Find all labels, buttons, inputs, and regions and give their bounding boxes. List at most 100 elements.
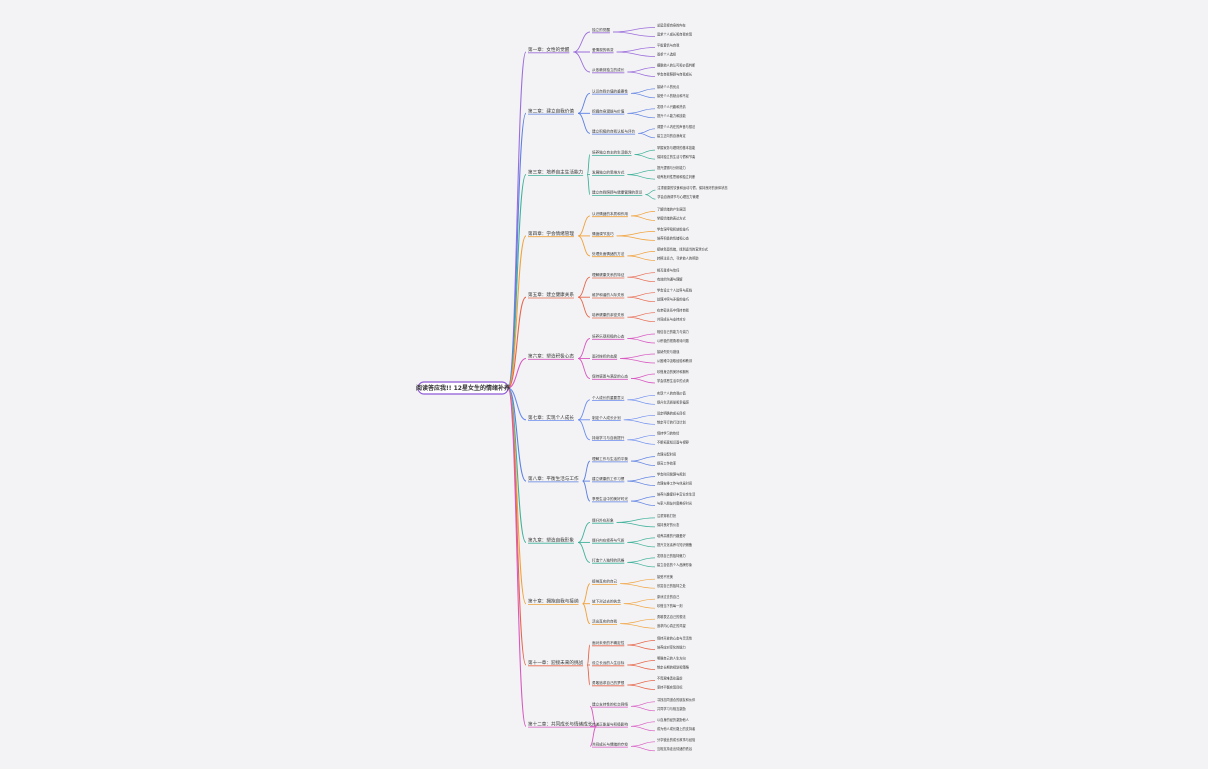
- chapter-5-sub-1-leaf-2[interactable]: 有效的沟通与理解: [657, 277, 683, 282]
- chapter-10-sub-3[interactable]: 活出真实的自我: [592, 619, 618, 625]
- chapter-10-sub-3-leaf-2[interactable]: 追求内心真正的渴望: [657, 623, 686, 628]
- chapter-9-sub-2[interactable]: 提升内在修养与气质: [592, 537, 625, 544]
- chapter-10-sub-2-leaf-2[interactable]: 珍惜当下的每一刻: [657, 603, 683, 608]
- chapter-10[interactable]: 第十章：拥抱自我与接纳: [528, 598, 579, 605]
- chapter-4-sub-1[interactable]: 认识情绪的本质和作用: [592, 211, 628, 218]
- chapter-9-sub-3-leaf-2[interactable]: 建立自信的个人品牌形象: [657, 562, 693, 567]
- chapter-12-sub-1[interactable]: 建立支持性的社交网络: [592, 701, 628, 708]
- chapter-11-sub-3-leaf-1[interactable]: 不畏艰难勇往直前: [657, 676, 683, 681]
- chapter-7-sub-3-leaf-2[interactable]: 不断拓宽知识面与视野: [657, 439, 690, 444]
- chapter-4-sub-2[interactable]: 情绪调节技巧: [592, 231, 614, 238]
- chapter-11-sub-3-leaf-2[interactable]: 坚持不懈实现目标: [657, 685, 683, 690]
- chapter-8-sub-3-leaf-1[interactable]: 培养兴趣爱好丰富业余生活: [657, 492, 696, 497]
- chapter-3-sub-1-leaf-2[interactable]: 保持独立的生活习惯和节奏: [657, 154, 696, 159]
- chapter-3-sub-3-leaf-2[interactable]: 学会自我调节与心理压力管理: [657, 194, 699, 199]
- chapter-1-sub-3-leaf-2[interactable]: 学会自我照顾与自我成长: [657, 72, 693, 77]
- chapter-12-sub-1-leaf-2[interactable]: 共同学习与相互激励: [657, 706, 686, 711]
- chapter-3-sub-2[interactable]: 发展独立的思维方式: [592, 170, 625, 176]
- chapter-3-sub-1[interactable]: 培养独立自主的生活能力: [592, 150, 632, 156]
- chapter-5-sub-3-leaf-2[interactable]: 共同成长与支持对方: [657, 317, 686, 322]
- chapter-2-sub-3-leaf-2[interactable]: 建立正向的自我肯定: [657, 133, 686, 138]
- chapter-8-sub-2[interactable]: 建立健康的工作习惯: [592, 476, 625, 483]
- chapter-3-sub-2-leaf-2[interactable]: 培养批判性思维和独立判断: [657, 174, 696, 179]
- chapter-1-sub-1-leaf-1[interactable]: 总是忽视自身的内在: [657, 23, 686, 28]
- chapter-4-sub-3[interactable]: 处理负面情绪的方法: [592, 251, 625, 258]
- chapter-12-sub-2-leaf-1[interactable]: 以自身的经历激励他人: [657, 717, 690, 722]
- chapter-1[interactable]: 第一章：女性的觉醒: [528, 46, 570, 54]
- chapter-4[interactable]: 第四章：学会情绪管理: [528, 230, 574, 238]
- chapter-11-sub-1-leaf-1[interactable]: 保持开放的心态与灵活性: [657, 636, 693, 641]
- chapter-1-sub-2-leaf-2[interactable]: 尊重个人选择: [657, 52, 677, 57]
- chapter-4-sub-1-leaf-1[interactable]: 了解情绪的产生原因: [657, 206, 686, 211]
- chapter-3-sub-1-leaf-1[interactable]: 掌握家务与理财的基本技能: [657, 145, 696, 150]
- chapter-9-sub-3-leaf-1[interactable]: 发现自己的独特魅力: [657, 553, 686, 558]
- chapter-4-sub-3-leaf-2[interactable]: 转移注意力，寻求他人的帮助: [657, 255, 698, 260]
- chapter-12-sub-3[interactable]: 共同成长与情绪的疗愈: [592, 741, 628, 748]
- chapter-6[interactable]: 第六章：塑造积极心态: [528, 353, 574, 360]
- chapter-6-sub-1[interactable]: 培养乐观积极的心态: [592, 334, 625, 340]
- chapter-8-sub-1-leaf-2[interactable]: 提高工作效率: [657, 461, 677, 466]
- chapter-2-sub-3[interactable]: 建立积极的自我认知与评价: [592, 128, 636, 135]
- chapter-2-sub-2-leaf-1[interactable]: 发现个人兴趣和热情: [657, 104, 686, 109]
- chapter-5-sub-2-leaf-2[interactable]: 处理冲突与矛盾的技巧: [657, 297, 690, 302]
- chapter-2-sub-1[interactable]: 认识自我价值的重要性: [592, 88, 628, 95]
- chapter-11[interactable]: 第十一章：迎接未来的挑战: [528, 659, 584, 667]
- chapter-8-sub-3-leaf-2[interactable]: 与家人朋友共度美好时光: [657, 501, 693, 506]
- chapter-6-sub-3-leaf-2[interactable]: 学会感恩生活中的点滴: [657, 378, 689, 383]
- chapter-8-sub-3[interactable]: 享受生活中的美好时光: [592, 496, 628, 503]
- chapter-1-sub-3[interactable]: 从依赖到独立的成长: [592, 67, 625, 74]
- chapter-12-sub-2[interactable]: 传递正能量与积极影响: [592, 721, 628, 728]
- chapter-12-sub-1-leaf-1[interactable]: 寻找志同道合的朋友和伙伴: [657, 697, 696, 702]
- chapter-6-sub-3[interactable]: 保持感恩与满足的心态: [592, 374, 628, 380]
- chapter-4-sub-3-leaf-1[interactable]: 接纳负面情绪，找到适当的宣泄方式: [657, 246, 709, 251]
- chapter-6-sub-2-leaf-2[interactable]: 从困难中汲取经验和教训: [657, 358, 692, 363]
- chapter-7-sub-2[interactable]: 制定个人成长计划: [592, 415, 621, 422]
- chapter-11-sub-3[interactable]: 勇敢追求自己的梦想: [592, 680, 625, 687]
- chapter-9-sub-3[interactable]: 打造个人独特的风格: [592, 557, 625, 564]
- chapter-2-sub-1-leaf-1[interactable]: 接纳个人的优点: [657, 84, 680, 89]
- chapter-10-sub-1-leaf-1[interactable]: 接受不完美: [657, 574, 674, 579]
- chapter-11-sub-1-leaf-2[interactable]: 培养应对变化的能力: [657, 645, 686, 650]
- chapter-5-sub-1-leaf-1[interactable]: 相互尊重与信任: [657, 268, 680, 273]
- chapter-4-sub-1-leaf-2[interactable]: 掌握情绪的表达方式: [657, 215, 686, 220]
- chapter-2-sub-2-leaf-2[interactable]: 提升个人能力和技能: [657, 113, 686, 118]
- chapter-8-sub-2-leaf-2[interactable]: 合理安排工作与休息时间: [657, 481, 692, 486]
- chapter-6-sub-3-leaf-1[interactable]: 珍惜身边的美好和拥有: [657, 369, 689, 374]
- chapter-3-sub-2-leaf-1[interactable]: 提升逻辑与分析能力: [657, 165, 686, 170]
- chapter-7-sub-3-leaf-1[interactable]: 保持学习的热情: [657, 430, 680, 435]
- chapter-10-sub-2[interactable]: 放下对过去的执念: [592, 599, 621, 605]
- chapter-9-sub-1-leaf-2[interactable]: 保持良好的仪态: [657, 522, 680, 527]
- chapter-4-sub-2-leaf-2[interactable]: 培养积极的情绪和心态: [657, 235, 690, 240]
- chapter-9-sub-1-leaf-1[interactable]: 注重穿着打扮: [657, 513, 677, 518]
- chapter-7-sub-2-leaf-2[interactable]: 制定可行的行动计划: [657, 419, 686, 424]
- chapter-1-sub-1[interactable]: 独立的觉醒: [592, 27, 610, 34]
- chapter-8-sub-1[interactable]: 理解工作与生活的平衡: [592, 456, 628, 463]
- chapter-6-sub-2[interactable]: 面对挫折的态度: [592, 354, 618, 360]
- chapter-6-sub-1-leaf-2[interactable]: 以积极的视角看待问题: [657, 338, 690, 343]
- chapter-6-sub-1-leaf-1[interactable]: 相信自己的能力与潜力: [657, 329, 689, 334]
- chapter-9-sub-2-leaf-2[interactable]: 提升文化素养与知识储备: [657, 542, 693, 547]
- chapter-2[interactable]: 第二章：建立自我价值: [528, 107, 574, 115]
- chapter-2-sub-2[interactable]: 挖掘自身潜能与价值: [592, 108, 625, 115]
- chapter-10-sub-1[interactable]: 接纳真实的自己: [592, 579, 618, 585]
- chapter-1-sub-1-leaf-2[interactable]: 追求个人成长和自我实现: [657, 32, 693, 37]
- chapter-9-sub-1[interactable]: 提升外在形象: [592, 517, 614, 524]
- chapter-11-sub-2[interactable]: 设立长远的人生目标: [592, 660, 625, 667]
- chapter-8[interactable]: 第八章：平衡生活与工作: [528, 475, 579, 483]
- chapter-7-sub-2-leaf-1[interactable]: 设定明确的成长目标: [657, 410, 686, 415]
- chapter-8-sub-2-leaf-1[interactable]: 学会时间管理与规划: [657, 472, 686, 477]
- chapter-11-sub-2-leaf-2[interactable]: 制定长期的规划和策略: [657, 665, 690, 670]
- chapter-7-sub-1[interactable]: 个人成长的重要意义: [592, 395, 625, 402]
- chapter-6-sub-2-leaf-1[interactable]: 接纳失败与错误: [657, 349, 680, 354]
- chapter-5-sub-2[interactable]: 维护和谐的人际关系: [592, 292, 625, 299]
- chapter-5[interactable]: 第五章：建立健康关系: [528, 291, 574, 299]
- chapter-12[interactable]: 第十二章：共同成长与情绪成长: [528, 720, 593, 728]
- chapter-9[interactable]: 第九章：塑造自我形象: [528, 536, 574, 544]
- chapter-12-sub-3-leaf-1[interactable]: 分享彼此的成长故事与经验: [657, 737, 696, 742]
- chapter-2-sub-3-leaf-1[interactable]: 调整个人内在的声音与想法: [657, 124, 695, 129]
- chapter-3-sub-3-leaf-1[interactable]: 注重健康的饮食和运动习惯，保持良好的身体状态: [657, 185, 728, 190]
- chapter-5-sub-1[interactable]: 理解健康关系的特征: [592, 272, 625, 279]
- chapter-5-sub-2-leaf-1[interactable]: 学会设立个人边界与底线: [657, 288, 693, 293]
- chapter-1-sub-2[interactable]: 爱情观的转变: [592, 47, 614, 54]
